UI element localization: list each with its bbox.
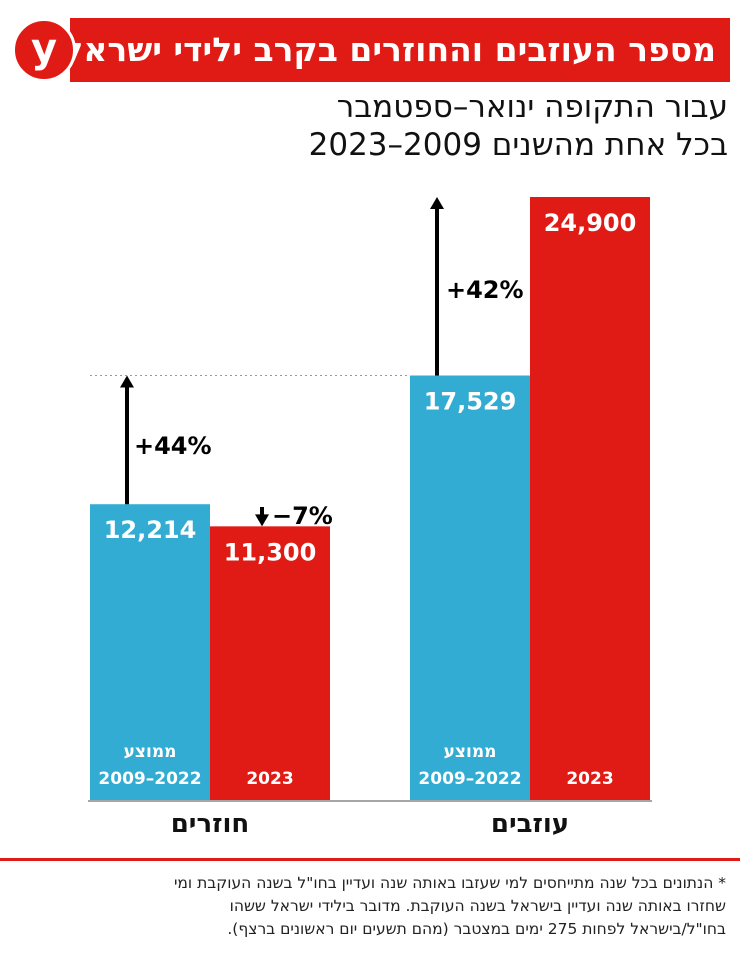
arrow-returners-head xyxy=(120,375,134,388)
bar-0-0 xyxy=(90,504,210,800)
value-label-0-0: 12,214 xyxy=(104,516,197,544)
footnote-line-3: בחו"ל/בישראל לפחות 275 ימים במצטבר (מהם … xyxy=(227,920,726,938)
logo-icon: y xyxy=(12,18,76,82)
footnote-divider xyxy=(0,858,740,861)
bar-0-1 xyxy=(210,526,330,800)
bar-label-bottom-0-0: 2009–2022 xyxy=(98,769,201,789)
footnote: * הנתונים בכל שנה מתייחסים למי שעזבו באו… xyxy=(10,872,726,941)
bar-label-bottom-1-0: 2009–2022 xyxy=(418,769,521,789)
title-background: מספר העוזבים והחוזרים בקרב ילידי ישראל* xyxy=(46,18,730,82)
bar-label-bottom-0-1: 2023 xyxy=(246,769,293,789)
change-label-returners: +44% xyxy=(134,432,212,460)
group-label-1: עוזבים xyxy=(491,809,569,839)
bar-label-top-1-0: ממוצע xyxy=(444,742,497,762)
arrow-returners-2023-head xyxy=(255,514,269,527)
bar-label-bottom-1-1: 2023 xyxy=(566,769,613,789)
value-label-1-1: 24,900 xyxy=(544,209,637,237)
bar-1-1 xyxy=(530,197,650,800)
value-label-0-1: 11,300 xyxy=(224,538,317,566)
footnote-line-1: * הנתונים בכל שנה מתייחסים למי שעזבו באו… xyxy=(173,874,726,892)
footnote-line-2: שחזרו באותה שנה ועדיין בישראל בשנה העוקב… xyxy=(229,897,726,915)
title-bar: מספר העוזבים והחוזרים בקרב ילידי ישראל* … xyxy=(12,18,730,82)
subtitle-line-1: עבור התקופה ינואר–ספטמבר xyxy=(336,89,728,125)
bar-1-0 xyxy=(410,375,530,800)
change-label-returners-2023: −7% xyxy=(272,502,333,530)
change-label-leavers: +42% xyxy=(446,276,524,304)
chart-title: מספר העוזבים והחוזרים בקרב ילידי ישראל* xyxy=(46,30,716,69)
bar-label-top-0-0: ממוצע xyxy=(124,742,177,762)
group-label-0: חוזרים xyxy=(171,809,250,839)
arrow-leavers-head xyxy=(430,197,444,209)
value-label-1-0: 17,529 xyxy=(424,388,517,416)
subtitle-line-2: בכל אחת מהשנים 2009–2023 xyxy=(308,127,728,163)
chart-subtitle: עבור התקופה ינואר–ספטמבר בכל אחת מהשנים … xyxy=(309,88,728,164)
